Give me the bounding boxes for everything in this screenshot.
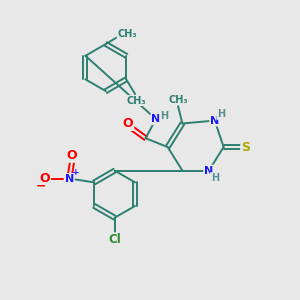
Text: CH₃: CH₃ bbox=[168, 95, 188, 105]
Text: O: O bbox=[40, 172, 50, 185]
Text: Cl: Cl bbox=[108, 233, 121, 246]
Text: O: O bbox=[67, 149, 77, 162]
Text: H: H bbox=[160, 111, 168, 121]
Text: +: + bbox=[72, 168, 80, 177]
Text: H: H bbox=[211, 173, 219, 183]
Text: CH₃: CH₃ bbox=[127, 95, 146, 106]
Text: N: N bbox=[204, 166, 214, 176]
Text: −: − bbox=[36, 180, 46, 193]
Text: N: N bbox=[151, 114, 160, 124]
Text: H: H bbox=[217, 109, 225, 119]
Text: N: N bbox=[210, 116, 219, 126]
Text: CH₃: CH₃ bbox=[117, 29, 137, 39]
Text: O: O bbox=[123, 117, 133, 130]
Text: S: S bbox=[241, 141, 250, 154]
Text: N: N bbox=[64, 174, 74, 184]
